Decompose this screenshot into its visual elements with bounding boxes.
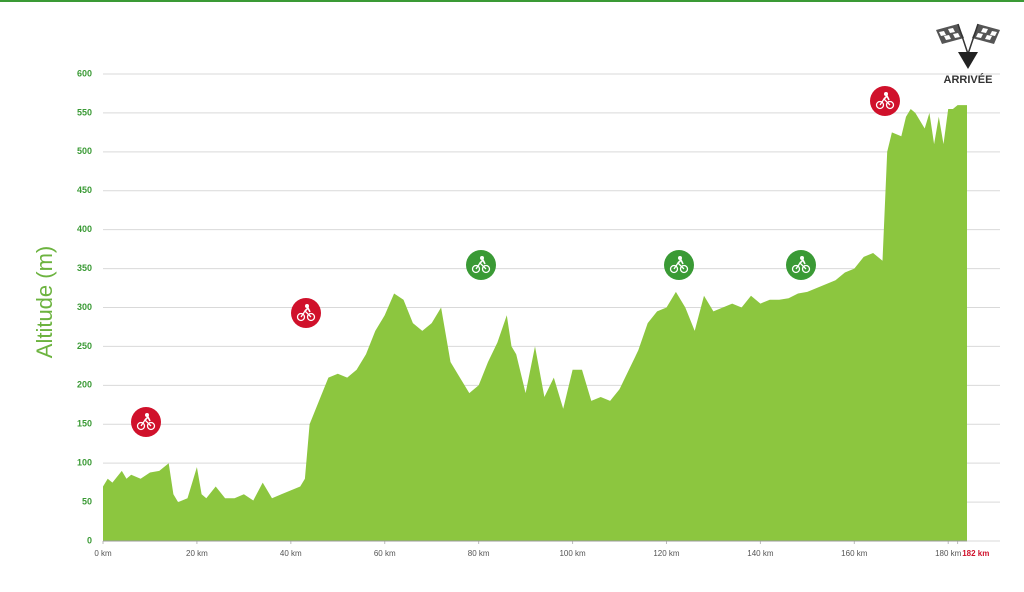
x-tick-label: 40 km (280, 549, 302, 558)
sprint-marker (291, 298, 321, 328)
finish-icon (936, 23, 1000, 69)
finish-label: ARRIVÉE (944, 73, 993, 86)
y-tick-label: 150 (77, 419, 92, 429)
y-tick-label: 50 (82, 496, 92, 506)
y-tick-label: 550 (77, 107, 92, 117)
y-tick-label: 200 (77, 380, 92, 390)
climb-marker (664, 250, 694, 280)
plot (103, 105, 967, 541)
y-axis-label: Altitude (m) (32, 246, 57, 358)
y-tick-label: 400 (77, 224, 92, 234)
x-tick-label: 180 km (935, 549, 962, 558)
x-tick-label: 20 km (186, 549, 208, 558)
y-tick-label: 300 (77, 302, 92, 312)
x-tick-label: 80 km (468, 549, 490, 558)
elevation-area (103, 105, 967, 541)
sprint-marker (870, 86, 900, 116)
y-tick-label: 350 (77, 263, 92, 273)
axes: 0 50 100 150 200 250 300 350 400 450 500 550 600 0 km… (77, 68, 989, 558)
y-tick-label: 600 (77, 68, 92, 78)
top-border (0, 0, 1024, 2)
x-tick-label: 160 km (841, 549, 868, 558)
x-tick-label: 182 km (962, 549, 989, 558)
x-tick-label: 120 km (653, 549, 680, 558)
climb-marker (466, 250, 496, 280)
y-tick-label: 250 (77, 341, 92, 351)
y-tick-label: 450 (77, 185, 92, 195)
y-tick-label: 0 (87, 535, 92, 545)
x-tick-label: 0 km (94, 549, 112, 558)
climb-marker (786, 250, 816, 280)
x-tick-label: 60 km (374, 549, 396, 558)
x-tick-label: 100 km (559, 549, 586, 558)
y-tick-label: 100 (77, 458, 92, 468)
y-tick-label: 500 (77, 146, 92, 156)
sprint-marker (131, 407, 161, 437)
x-tick-label: 140 km (747, 549, 774, 558)
